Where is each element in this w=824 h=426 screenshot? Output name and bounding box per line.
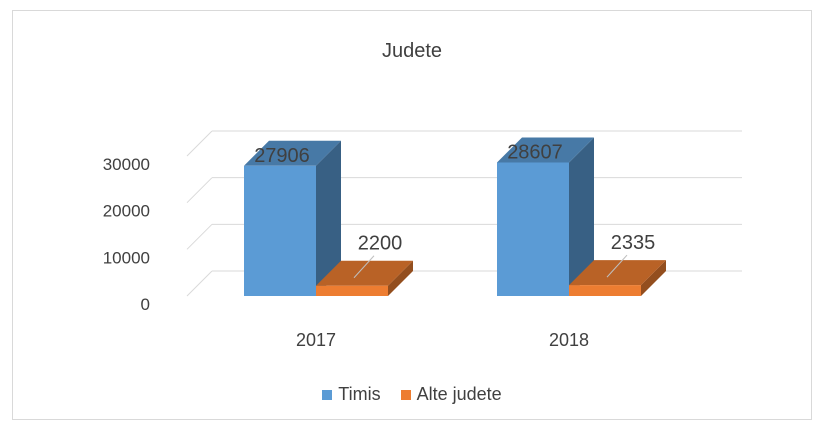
x-tick-label-2018: 2018 <box>549 330 589 350</box>
bar-2018-timis-side <box>569 137 594 296</box>
chart-title: Judete <box>381 40 443 62</box>
data-label-2017-alte-judete-leader <box>353 255 375 279</box>
bar-2018-alte-judete-top <box>569 260 666 286</box>
data-label-2017-alte-judete: 2200 <box>358 233 403 255</box>
data-label-2018-alte-judete-leader <box>606 254 628 278</box>
legend-swatch-timis <box>322 389 333 400</box>
bar-2017-timis-front <box>244 165 316 296</box>
y-tick-label-20000: 20000 <box>103 202 150 221</box>
y-tick-label-30000: 30000 <box>103 155 150 174</box>
data-label-2018-alte-judete: 2335 <box>611 232 656 254</box>
bar-2017-timis-top <box>244 140 341 166</box>
legend-item-timis: Timis <box>322 384 381 405</box>
gridline-depth-10000 <box>186 223 213 250</box>
bar-2017-alte-judete-side <box>388 260 413 296</box>
x-tick-label-2017: 2017 <box>296 330 336 350</box>
legend-item-alte-judete: Alte judete <box>400 384 502 405</box>
gridline-depth-20000 <box>186 177 213 204</box>
data-label-2017-timis: 27906 <box>254 145 310 167</box>
legend-swatch-alte-judete <box>400 389 411 400</box>
bar-2017-alte-judete-top <box>316 260 413 286</box>
legend-label-timis: Timis <box>338 384 381 404</box>
y-tick-label-0: 0 <box>141 295 150 314</box>
data-label-2018-timis: 28607 <box>507 142 563 164</box>
gridline-depth-30000 <box>186 130 213 157</box>
bar-2017-timis-side <box>316 140 341 296</box>
y-tick-label-10000: 10000 <box>103 248 150 267</box>
legend-label-alte-judete: Alte judete <box>416 384 502 404</box>
chart-frame <box>12 10 812 420</box>
bar-2018-alte-judete-side <box>641 260 666 296</box>
bar-2018-timis-top <box>497 137 594 163</box>
bar-2017-alte-judete-front <box>316 285 388 296</box>
bar-2018-alte-judete-front <box>569 285 641 296</box>
bar-2018-timis-front <box>497 162 569 296</box>
gridline-depth-0 <box>186 270 213 297</box>
legend: Timis Alte judete <box>0 384 824 405</box>
